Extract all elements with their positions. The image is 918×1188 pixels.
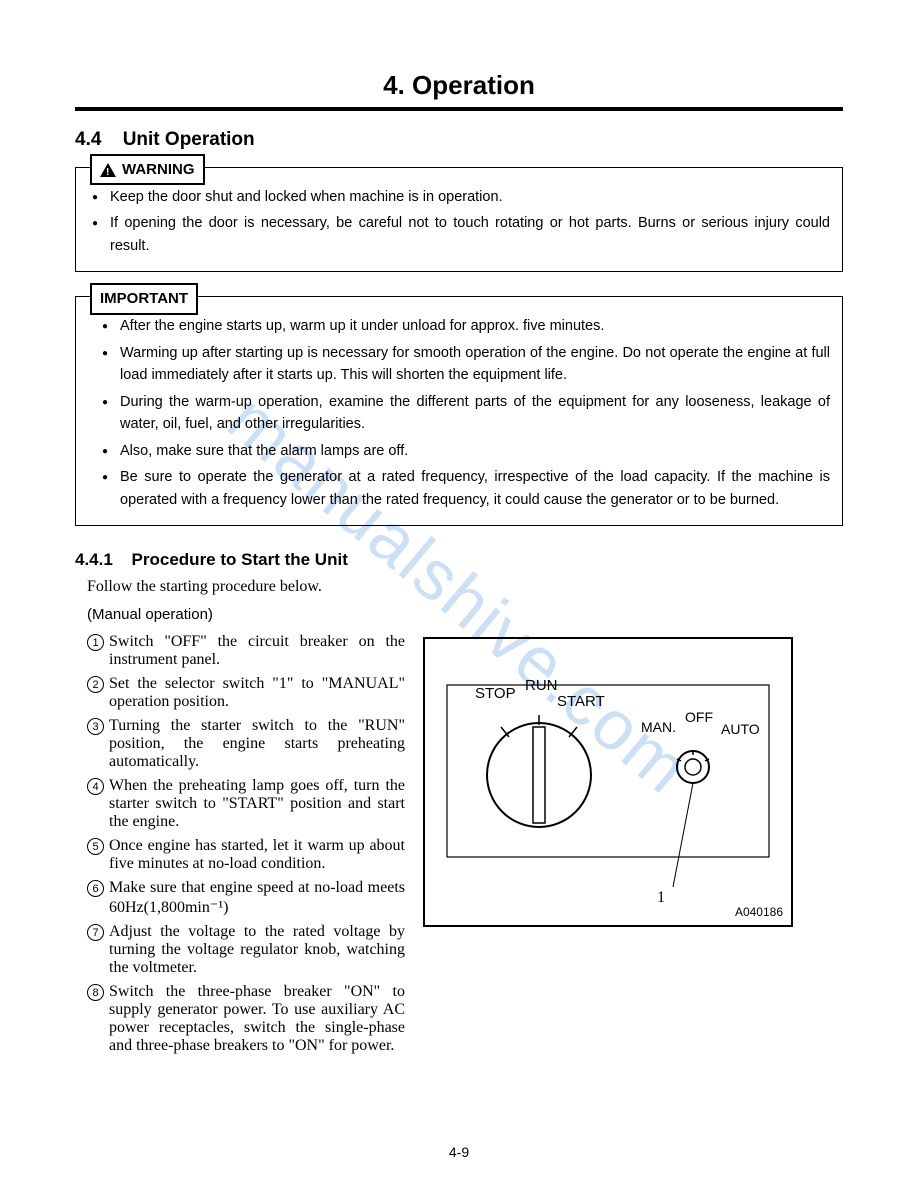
subsection-heading: 4.4.1 Procedure to Start the Unit [75,550,843,570]
step-item: 2Set the selector switch "1" to "MANUAL"… [87,675,405,711]
step-item: 1Switch "OFF" the circuit breaker on the… [87,633,405,669]
section-number: 4.4 [75,129,101,150]
warning-box: WARNING Keep the door shut and locked wh… [75,167,843,272]
important-item: After the engine starts up, warm up it u… [102,315,830,337]
section-title: Unit Operation [123,129,255,150]
intro-line: Follow the starting procedure below. [87,578,843,596]
fig-callout: 1 [657,889,665,907]
warning-label-text: WARNING [122,158,195,181]
chapter-title: 4. Operation [75,70,843,101]
figure-column: STOP RUN START MAN. OFF AUTO 1 A040186 [423,633,843,927]
step-item: 5Once engine has started, let it warm up… [87,837,405,873]
warning-label: WARNING [90,154,205,185]
steps-list: 1Switch "OFF" the circuit breaker on the… [87,633,405,1055]
fig-label-start: START [557,693,605,710]
step-item: 3Turning the starter switch to the "RUN"… [87,717,405,771]
important-item: Warming up after starting up is necessar… [102,342,830,387]
warning-triangle-icon [100,163,116,177]
page: manualshive.com 4. Operation 4.4 Unit Op… [0,0,918,1188]
step-item: 8Switch the three-phase breaker "ON" to … [87,983,405,1055]
warning-list: Keep the door shut and locked when machi… [92,186,830,257]
page-number: 4-9 [0,1144,918,1160]
steps-column: 1Switch "OFF" the circuit breaker on the… [75,633,405,1061]
important-item: Be sure to operate the generator at a ra… [102,466,830,511]
important-box: IMPORTANT After the engine starts up, wa… [75,296,843,526]
warning-item: If opening the door is necessary, be car… [92,212,830,257]
subsection-title: Procedure to Start the Unit [132,550,348,569]
two-column-layout: 1Switch "OFF" the circuit breaker on the… [75,633,843,1061]
important-label-text: IMPORTANT [100,287,188,310]
step-item: 4When the preheating lamp goes off, turn… [87,777,405,831]
figure-id: A040186 [735,905,783,919]
fig-label-run: RUN [525,677,558,694]
title-rule [75,107,843,111]
switch-figure: STOP RUN START MAN. OFF AUTO 1 A040186 [423,637,793,927]
step-item: 7Adjust the voltage to the rated voltage… [87,923,405,977]
fig-label-stop: STOP [475,685,516,702]
important-item: Also, make sure that the alarm lamps are… [102,440,830,462]
mode-label: (Manual operation) [87,606,843,623]
important-label: IMPORTANT [90,283,198,314]
warning-item: Keep the door shut and locked when machi… [92,186,830,208]
step-item: 6Make sure that engine speed at no-load … [87,879,405,917]
important-item: During the warm-up operation, examine th… [102,391,830,436]
fig-label-man: MAN. [641,719,676,735]
fig-label-auto: AUTO [721,721,760,737]
important-list: After the engine starts up, warm up it u… [102,315,830,511]
section-heading: 4.4 Unit Operation [75,129,843,151]
subsection-number: 4.4.1 [75,550,113,569]
fig-label-off: OFF [685,709,713,725]
